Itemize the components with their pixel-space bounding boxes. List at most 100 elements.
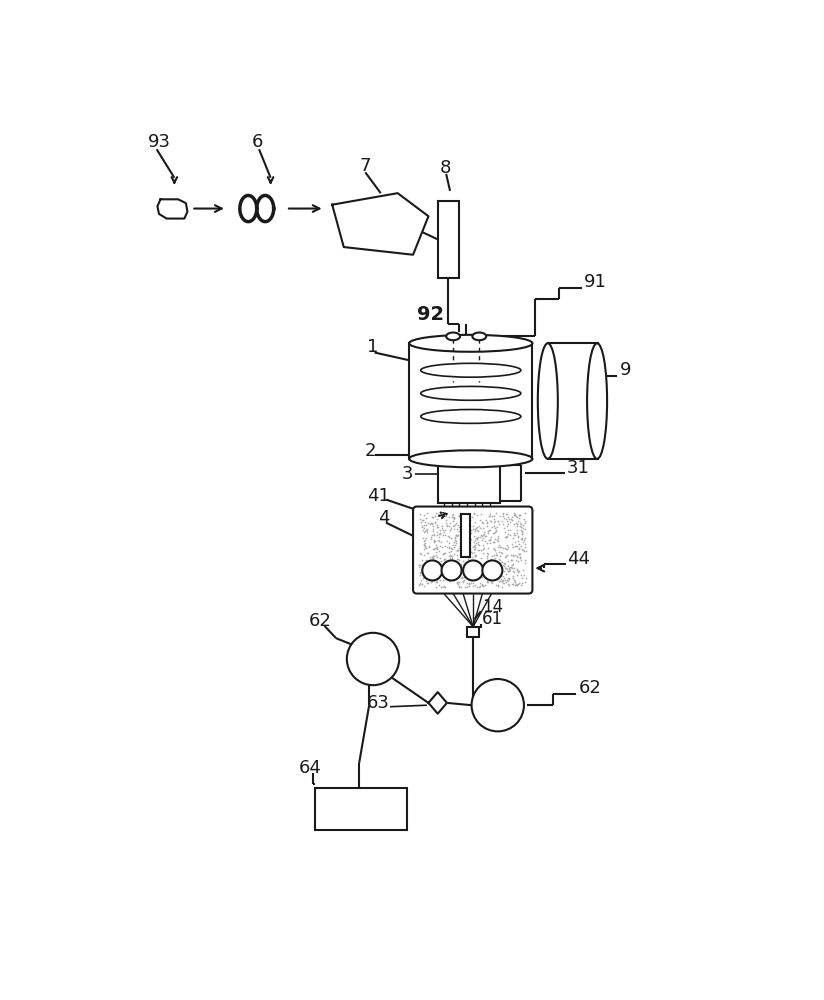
Point	[437, 572, 450, 588]
Point	[491, 513, 504, 529]
Point	[417, 547, 430, 563]
Point	[478, 524, 491, 540]
Point	[480, 561, 494, 577]
Point	[414, 545, 427, 561]
Point	[488, 566, 501, 582]
Point	[453, 567, 466, 583]
Point	[482, 540, 495, 556]
Point	[499, 541, 513, 557]
Point	[415, 564, 428, 580]
Point	[444, 530, 457, 546]
Circle shape	[422, 560, 442, 580]
Point	[447, 534, 461, 550]
Point	[510, 508, 523, 524]
Point	[471, 536, 485, 552]
Point	[512, 513, 525, 529]
Point	[483, 563, 496, 579]
Point	[482, 525, 495, 541]
Point	[488, 534, 501, 550]
Point	[424, 529, 438, 545]
Point	[424, 554, 437, 570]
Point	[513, 563, 526, 579]
Point	[494, 508, 507, 524]
Point	[453, 538, 466, 554]
Point	[440, 518, 453, 534]
Point	[426, 521, 439, 537]
Point	[489, 556, 503, 572]
Point	[500, 572, 513, 588]
Point	[466, 518, 480, 534]
Point	[498, 563, 511, 579]
Point	[499, 506, 512, 522]
Point	[439, 515, 452, 531]
Point	[430, 572, 443, 588]
Point	[503, 571, 516, 587]
Point	[518, 521, 531, 537]
Point	[414, 572, 428, 588]
Point	[433, 526, 447, 542]
Point	[518, 552, 531, 568]
Point	[510, 577, 523, 593]
Point	[428, 508, 442, 524]
Point	[491, 539, 504, 555]
Point	[489, 545, 503, 561]
Point	[503, 563, 516, 579]
Point	[509, 515, 522, 531]
Point	[419, 573, 432, 589]
Text: 31: 31	[567, 459, 590, 477]
Point	[471, 523, 485, 539]
Point	[468, 537, 481, 553]
Point	[436, 567, 449, 583]
Point	[494, 568, 508, 584]
Point	[503, 561, 516, 577]
Text: 44: 44	[567, 550, 590, 568]
Point	[519, 513, 532, 529]
Point	[416, 564, 429, 580]
Point	[467, 544, 480, 560]
Point	[502, 553, 515, 569]
Ellipse shape	[421, 363, 521, 377]
Point	[424, 570, 438, 586]
Point	[438, 507, 452, 523]
Ellipse shape	[410, 335, 532, 352]
Point	[508, 516, 521, 532]
Text: 62: 62	[309, 611, 332, 630]
Point	[428, 553, 441, 569]
Point	[473, 537, 486, 553]
Point	[495, 573, 508, 589]
Point	[433, 572, 447, 588]
Text: 41: 41	[367, 487, 390, 505]
Point	[510, 561, 523, 577]
Point	[461, 554, 475, 570]
Point	[454, 508, 467, 524]
Point	[513, 549, 526, 565]
Point	[485, 508, 499, 524]
Point	[438, 561, 452, 577]
Point	[421, 515, 434, 531]
Point	[453, 531, 466, 547]
Point	[507, 527, 520, 543]
Circle shape	[463, 560, 483, 580]
Point	[493, 573, 506, 589]
Point	[424, 562, 438, 578]
Point	[422, 569, 435, 585]
Point	[498, 510, 511, 526]
Point	[505, 536, 518, 552]
Point	[515, 538, 528, 554]
Point	[499, 529, 513, 545]
Point	[506, 530, 519, 546]
Point	[419, 557, 432, 573]
Point	[427, 550, 440, 566]
Point	[488, 541, 501, 557]
Point	[456, 570, 469, 586]
Point	[447, 513, 460, 529]
Point	[453, 505, 466, 521]
Point	[423, 554, 436, 570]
Point	[502, 516, 515, 532]
Point	[449, 527, 462, 543]
Point	[494, 554, 508, 570]
Point	[442, 518, 456, 534]
Point	[427, 541, 440, 557]
Point	[487, 511, 500, 527]
Point	[475, 528, 489, 544]
